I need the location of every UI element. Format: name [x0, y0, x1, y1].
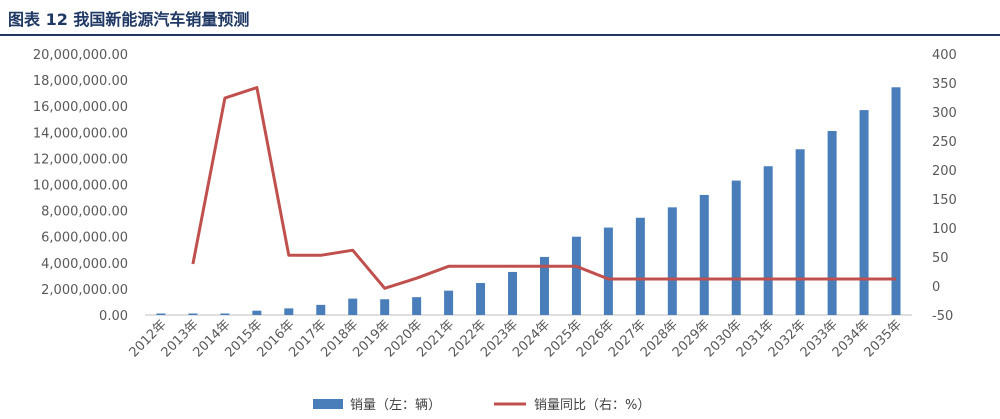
right-tick-label: 0 [932, 280, 940, 295]
bar-series [156, 87, 901, 316]
left-tick-label: 20,000,000.00 [33, 48, 128, 63]
bar [476, 283, 486, 315]
bar [444, 290, 454, 315]
left-tick-label: 8,000,000.00 [41, 205, 128, 220]
left-tick-label: 14,000,000.00 [33, 126, 128, 141]
bar [891, 87, 901, 315]
bar [571, 236, 581, 315]
bar [156, 313, 166, 315]
right-axis-ticks: -50 0 50 100 150 200 250 300 350 400 [932, 48, 957, 324]
bar [284, 308, 294, 315]
bar [412, 297, 422, 315]
right-tick-label: 50 [932, 251, 949, 266]
x-axis-labels: 2012年2013年2014年2015年2016年2017年2018年2019年… [127, 317, 905, 360]
right-tick-label: 350 [932, 77, 957, 92]
legend-line-label: 销量同比（右：%） [534, 398, 650, 413]
bar [667, 207, 677, 315]
bar [188, 313, 198, 315]
right-tick-label: 200 [932, 164, 957, 179]
legend-bar-swatch [313, 399, 343, 409]
bar [220, 313, 230, 315]
legend: 销量（左：辆） 销量同比（右：%） [313, 398, 650, 413]
right-tick-label: 150 [932, 193, 957, 208]
left-tick-label: 10,000,000.00 [33, 179, 128, 194]
title-divider [0, 34, 1000, 36]
bar [731, 180, 741, 315]
bar [699, 194, 709, 315]
bar [380, 299, 390, 315]
chart-title: 图表 12 我国新能源汽车销量预测 [8, 10, 250, 29]
line-series [191, 86, 897, 290]
bar [859, 110, 869, 316]
right-tick-label: 300 [932, 106, 957, 121]
bar [827, 130, 837, 315]
right-tick-label: 250 [932, 135, 957, 150]
bar [603, 227, 613, 315]
bar [348, 298, 358, 315]
left-tick-label: 0.00 [99, 309, 128, 324]
legend-bar-label: 销量（左：辆） [350, 398, 441, 413]
bar [795, 149, 805, 315]
left-tick-label: 16,000,000.00 [33, 100, 128, 115]
bar [252, 310, 262, 315]
left-tick-label: 2,000,000.00 [41, 283, 128, 298]
right-tick-label: -50 [932, 309, 953, 324]
left-tick-label: 12,000,000.00 [33, 152, 128, 167]
left-axis-ticks: 0.00 2,000,000.00 4,000,000.00 6,000,000.00… [33, 48, 128, 324]
right-tick-label: 400 [932, 48, 957, 63]
right-tick-label: 100 [932, 222, 957, 237]
left-tick-label: 4,000,000.00 [41, 257, 128, 272]
bar [316, 304, 326, 315]
bar [539, 256, 549, 315]
bar [635, 217, 645, 315]
bar [763, 166, 773, 315]
left-tick-label: 6,000,000.00 [41, 231, 128, 246]
bar [508, 271, 518, 315]
left-tick-label: 18,000,000.00 [33, 74, 128, 89]
